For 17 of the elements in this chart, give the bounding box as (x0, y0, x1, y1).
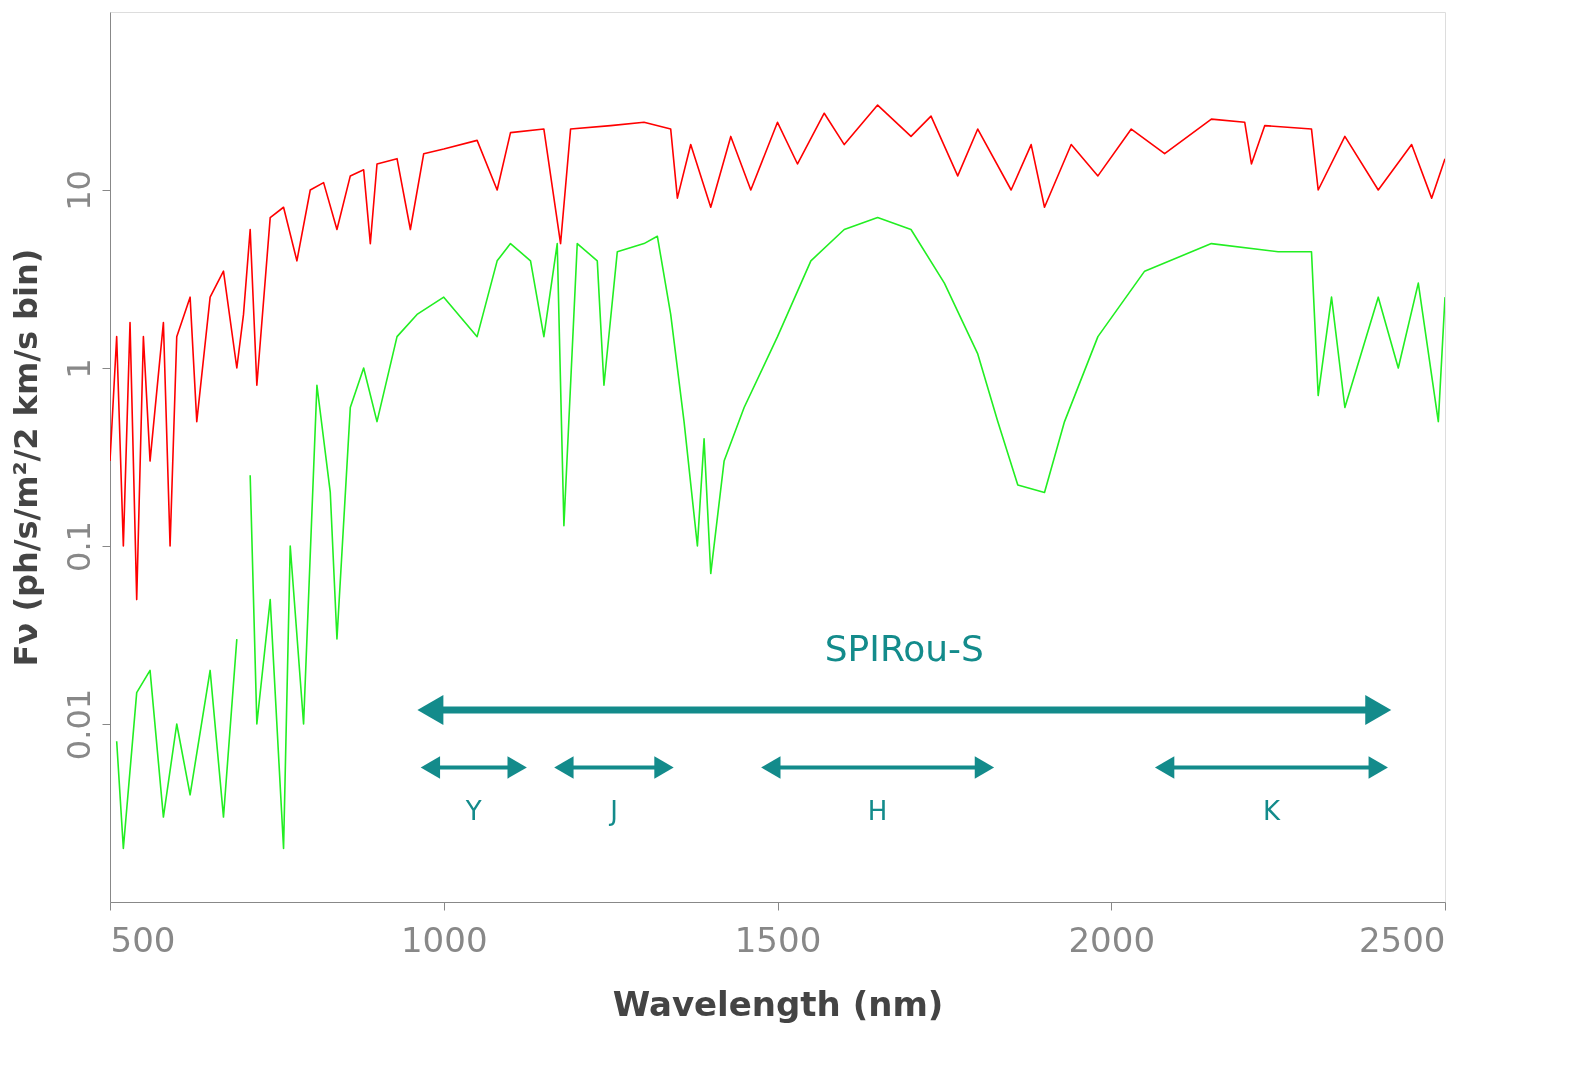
y-tick-label: 10 (59, 170, 98, 211)
series-label: J (608, 796, 618, 827)
y-tick-label: 0.01 (59, 688, 98, 761)
line-series (110, 104, 1445, 601)
x-tick-label: 2000 (1068, 919, 1156, 960)
y-tick-label: 1 (59, 358, 98, 379)
series-label: SPIRou-S (824, 627, 984, 669)
y-axis-title: Fν (ph/s/m²/2 km/s bin) (6, 248, 45, 667)
x-axis-title: Wavelength (nm) (612, 983, 944, 1024)
y-tick-label: 0.1 (59, 521, 98, 572)
x-tick-label: 1000 (400, 919, 488, 960)
x-tick-label: 500 (110, 919, 176, 960)
x-tick-label: 2500 (1358, 919, 1446, 960)
series-label: K (1262, 796, 1281, 827)
series-label: H (867, 796, 888, 827)
series-label: Y (464, 796, 482, 827)
x-tick-label: 1500 (734, 919, 822, 960)
